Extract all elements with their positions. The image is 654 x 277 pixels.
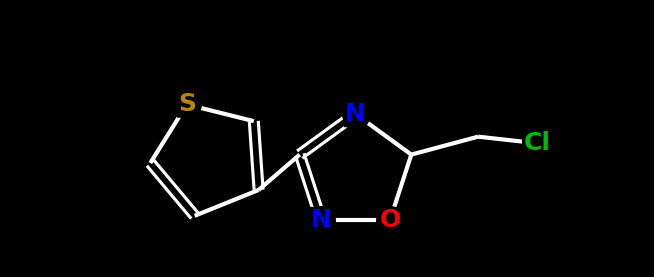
Text: O: O <box>379 208 401 232</box>
Text: N: N <box>345 102 366 126</box>
Text: N: N <box>311 208 332 232</box>
Text: S: S <box>178 93 196 117</box>
Text: Cl: Cl <box>523 131 550 155</box>
